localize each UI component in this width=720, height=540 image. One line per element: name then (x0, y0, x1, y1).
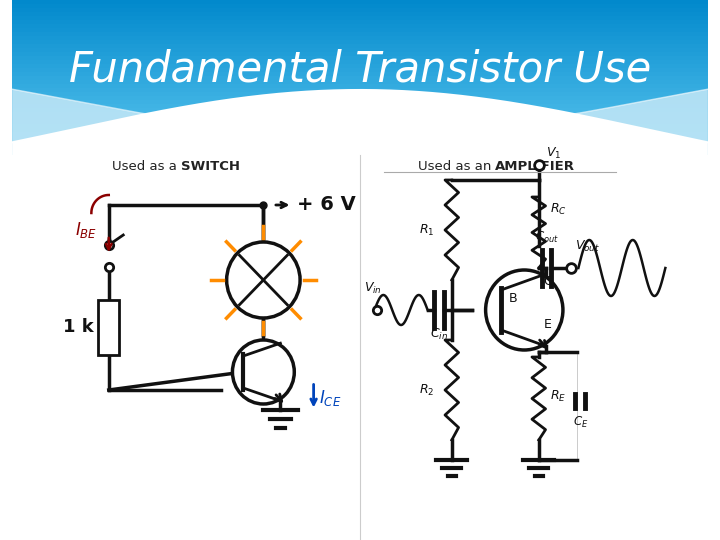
Polygon shape (12, 90, 708, 160)
Circle shape (233, 340, 294, 404)
Text: $V_{out}$: $V_{out}$ (575, 239, 600, 254)
Bar (12, 16, 708, 20)
Text: $R_C$: $R_C$ (550, 201, 567, 217)
Bar (12, 88, 708, 92)
Bar (12, 76, 708, 80)
Text: 1 k: 1 k (63, 319, 94, 336)
Bar (12, 36, 708, 40)
Bar (12, 124, 708, 128)
Bar (12, 100, 708, 104)
Text: $C_{out}$: $C_{out}$ (534, 230, 559, 245)
Bar (12, 92, 708, 96)
Bar (12, 144, 708, 148)
Bar (12, 136, 708, 140)
Bar (12, 52, 708, 56)
Text: AMPLIFIER: AMPLIFIER (495, 160, 575, 173)
Text: $R_1$: $R_1$ (419, 222, 434, 238)
Bar (12, 132, 708, 136)
Bar (12, 148, 708, 152)
Bar (12, 108, 708, 112)
Bar (12, 152, 708, 156)
Text: B: B (508, 292, 517, 305)
Bar (12, 56, 708, 60)
Bar (12, 112, 708, 116)
Bar (12, 104, 708, 108)
Bar (12, 84, 708, 88)
Text: Used as an: Used as an (418, 160, 495, 173)
Bar (12, 96, 708, 100)
Bar (12, 28, 708, 32)
Bar (12, 0, 708, 4)
Bar (12, 4, 708, 8)
Bar (12, 24, 708, 28)
Text: $I_{CE}$: $I_{CE}$ (320, 388, 342, 408)
Bar (12, 8, 708, 12)
Bar (12, 116, 708, 120)
Bar (12, 60, 708, 64)
Bar (12, 68, 708, 72)
Text: $V_1$: $V_1$ (546, 146, 562, 161)
Bar (12, 155, 708, 540)
Bar (12, 72, 708, 76)
Bar (12, 64, 708, 68)
Polygon shape (12, 89, 708, 160)
Text: $R_E$: $R_E$ (550, 388, 567, 403)
Text: E: E (544, 318, 552, 331)
Bar (12, 20, 708, 24)
Bar (12, 140, 708, 144)
Text: $C_E$: $C_E$ (572, 415, 588, 430)
Text: $V_{in}$: $V_{in}$ (364, 281, 382, 296)
Circle shape (227, 242, 300, 318)
Bar (12, 40, 708, 44)
Bar (12, 44, 708, 48)
Text: $C_{in}$: $C_{in}$ (430, 327, 449, 342)
Text: SWITCH: SWITCH (181, 160, 240, 173)
Bar (12, 32, 708, 36)
Text: Used as a: Used as a (112, 160, 181, 173)
Bar (98, 300, 120, 355)
Text: $R_2$: $R_2$ (419, 382, 434, 397)
Circle shape (485, 270, 563, 350)
Text: Fundamental Transistor Use: Fundamental Transistor Use (69, 49, 651, 91)
Bar (12, 156, 708, 160)
Text: C: C (544, 275, 552, 288)
Bar (12, 12, 708, 16)
Bar (12, 128, 708, 132)
Bar (12, 120, 708, 124)
Text: $I_{BE}$: $I_{BE}$ (75, 220, 97, 240)
Text: + 6 V: + 6 V (297, 195, 356, 214)
Bar (12, 80, 708, 84)
Bar (12, 48, 708, 52)
